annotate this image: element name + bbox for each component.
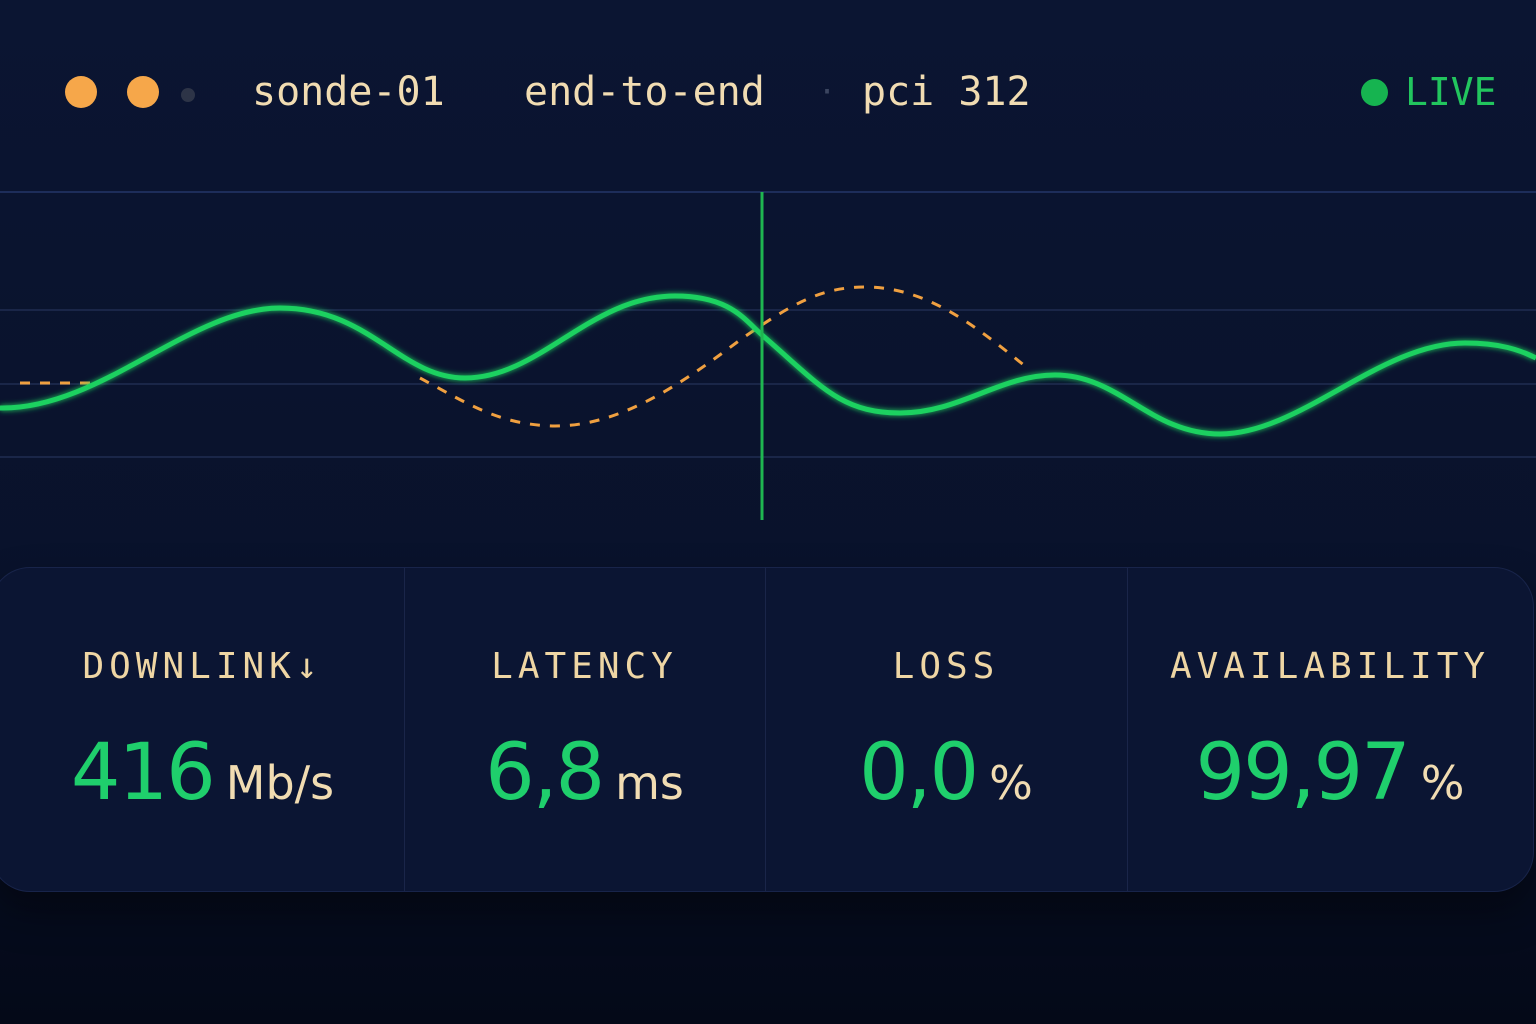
metric-label: DOWNLINK↓ [82, 646, 323, 687]
divider [404, 568, 405, 891]
metric-card: LOSS 0,0% [765, 568, 1127, 891]
separator: · [818, 74, 837, 110]
metric-value: 0,0 [859, 728, 979, 818]
grid [0, 191, 1536, 458]
metric-unit: % [1420, 756, 1465, 810]
metric-value: 99,97 [1195, 728, 1410, 818]
metric-card: AVAILABILITY 99,97% [1127, 568, 1533, 891]
window-dot [65, 76, 97, 108]
divider [765, 568, 766, 891]
scope: end-to-end [524, 69, 765, 115]
metric-value: 6,8 [485, 728, 605, 818]
metric-unit: % [989, 756, 1033, 810]
metric-reading: 0,0% [765, 728, 1127, 818]
divider [1127, 568, 1128, 891]
metric-card: LATENCY 6,8 ms [404, 568, 765, 891]
live-dot [1361, 79, 1388, 106]
live-status: LIVE [1405, 70, 1497, 114]
host: sonde-01 [252, 69, 445, 115]
metric-reading: 6,8 ms [404, 728, 765, 818]
metric-unit: ms [615, 756, 684, 810]
metrics-panel: DOWNLINK↓ 416 Mb/s LATENCY 6,8 ms LOSS 0,0% AVAI… [0, 567, 1534, 892]
metric-unit: Mb/s [225, 756, 335, 810]
metric-value: 416 [70, 728, 216, 818]
metric-label: LATENCY [491, 646, 678, 687]
window-dot [127, 76, 159, 108]
baseline-line [20, 285, 1031, 428]
throughput-line [0, 293, 1536, 437]
metric-reading: 416 Mb/s [1, 728, 404, 818]
metric-reading: 99,97% [1127, 728, 1533, 818]
cell-id: pci 312 [862, 69, 1031, 115]
trend-chart [0, 191, 1536, 520]
metric-card: DOWNLINK↓ 416 Mb/s [1, 568, 404, 891]
metric-label: LOSS [892, 646, 1000, 687]
metric-label: AVAILABILITY [1169, 646, 1491, 687]
window-dot [181, 88, 195, 102]
